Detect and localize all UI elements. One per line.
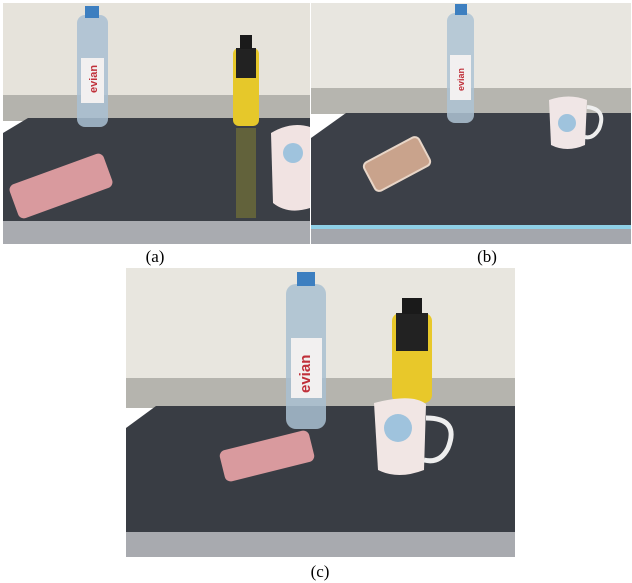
table-edge (126, 532, 515, 557)
bottle-cap (85, 6, 99, 18)
figure: evian evian (a) (b) evian (c) (0, 0, 632, 583)
bottle-label-text: evian (456, 68, 466, 91)
bottle-cap (297, 272, 315, 286)
ledge (3, 95, 310, 121)
photo-a: evian (3, 3, 310, 244)
sports-bottle-label (396, 313, 428, 351)
mug-pattern (283, 143, 303, 163)
caption: (c) (300, 562, 340, 582)
mug-pattern (384, 414, 412, 442)
bottle-label-text: evian (88, 65, 100, 93)
bottle-cap (455, 4, 467, 15)
sports-bottle-label (236, 48, 256, 78)
table-edge (3, 221, 310, 244)
wall (3, 3, 310, 98)
photo-c: evian (126, 268, 515, 557)
photo-b: evian (311, 3, 631, 244)
mug-pattern (558, 114, 576, 132)
table-edge (311, 229, 631, 244)
table-edge-light (311, 225, 631, 229)
mug (271, 125, 310, 211)
sports-bottle-cap (240, 35, 252, 49)
caption: (a) (135, 247, 175, 267)
bottle-label-text: evian (297, 355, 314, 393)
caption: (b) (467, 247, 507, 267)
sports-bottle-cap (402, 298, 422, 314)
reflection (236, 128, 256, 218)
